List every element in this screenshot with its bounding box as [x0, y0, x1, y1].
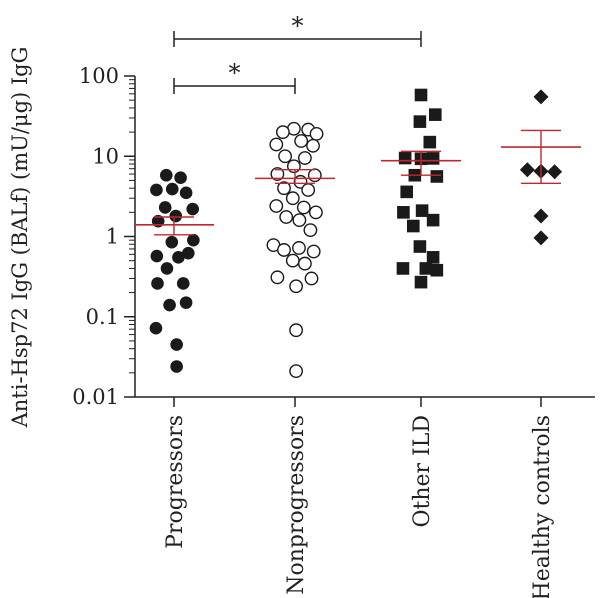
data-point: [269, 199, 284, 213]
data-point: [187, 233, 200, 247]
y-ticks: 0.01 0.1 1 10 100: [72, 64, 135, 409]
data-point: [172, 251, 185, 264]
data-point: [419, 262, 433, 275]
data-point: [186, 202, 199, 216]
data-point: [277, 243, 291, 257]
data-point: [306, 244, 321, 259]
data-point: [398, 151, 412, 165]
data-point: [158, 201, 172, 214]
data-point: [160, 168, 173, 182]
significance-label: *: [292, 12, 304, 40]
category-labels: Progressors Nonprogressors Other ILD Health…: [163, 397, 555, 598]
data-point: [277, 181, 291, 196]
data-point: [285, 191, 300, 206]
data-point: [413, 240, 427, 253]
data-point: [430, 263, 444, 277]
data-point: [169, 209, 183, 223]
data-point: [160, 262, 174, 275]
y-tick-label: 0.1: [86, 305, 119, 329]
data-point: [414, 88, 428, 102]
data-point: [163, 298, 176, 312]
data-point: [297, 256, 312, 271]
data-point: [170, 360, 183, 373]
data-point: [423, 135, 437, 149]
data-point: [179, 186, 193, 200]
y-axis-title-group: Anti-Hsp72 IgG (BALf) (mU/μg) IgG: [8, 47, 32, 429]
significance-label: *: [229, 59, 241, 87]
data-point: [270, 167, 285, 181]
data-point: [533, 89, 549, 105]
data-point: [547, 164, 563, 180]
data-point: [413, 115, 427, 128]
data-point: [533, 230, 549, 246]
data-point: [430, 170, 444, 183]
category-label: Nonprogressors: [284, 415, 309, 595]
y-axis-title: Anti-Hsp72 IgG (BALf) (mU/μg) IgG: [8, 47, 32, 429]
axes: [134, 76, 595, 398]
mean-sem-bars: [134, 129, 581, 236]
data-point: [415, 204, 429, 217]
data-point: [400, 185, 413, 199]
data-point: [292, 241, 306, 255]
category-label: Progressors: [163, 415, 188, 549]
data-point: [151, 277, 164, 290]
data-point: [308, 205, 323, 220]
data-point: [269, 137, 284, 152]
data-point: [286, 159, 301, 174]
data-point: [179, 296, 193, 309]
data-point: [150, 183, 163, 197]
category-label: Other ILD: [410, 415, 435, 528]
data-point: [397, 206, 410, 219]
data-point: [289, 323, 303, 338]
data-point: [289, 279, 303, 294]
y-tick-label: 0.01: [72, 385, 119, 409]
data-point: [297, 151, 312, 165]
data-point: [307, 168, 322, 183]
data-point: [426, 152, 440, 165]
significance-brackets: **: [173, 12, 422, 94]
data-point: [396, 262, 410, 275]
data-point: [279, 210, 294, 224]
data-point: [407, 219, 420, 233]
data-point: [414, 275, 428, 289]
data-point: [270, 270, 285, 285]
data-point: [289, 364, 303, 379]
data-point: [309, 126, 324, 141]
data-point: [533, 208, 549, 224]
data-points: [149, 88, 563, 379]
data-point: [303, 223, 318, 238]
data-point: [174, 171, 187, 185]
y-tick-label: 1: [106, 225, 119, 249]
data-point: [429, 108, 442, 121]
data-point: [519, 162, 535, 178]
data-point: [304, 271, 319, 286]
data-point: [426, 251, 440, 264]
data-point: [306, 138, 320, 153]
data-point: [150, 249, 164, 263]
data-point: [182, 246, 195, 260]
data-point: [285, 253, 300, 268]
data-point: [170, 338, 183, 351]
data-point: [296, 200, 311, 215]
data-point: [165, 235, 179, 249]
y-tick-label: 10: [92, 144, 119, 168]
data-point: [176, 277, 190, 290]
data-point: [275, 125, 290, 139]
data-point: [426, 213, 440, 227]
data-point: [294, 134, 309, 148]
data-point: [292, 213, 307, 228]
y-tick-label: 100: [79, 64, 119, 88]
data-point: [165, 182, 179, 196]
data-point: [149, 321, 163, 335]
category-label: Healthy controls: [530, 415, 555, 598]
data-point: [278, 149, 292, 164]
data-point: [301, 183, 316, 197]
